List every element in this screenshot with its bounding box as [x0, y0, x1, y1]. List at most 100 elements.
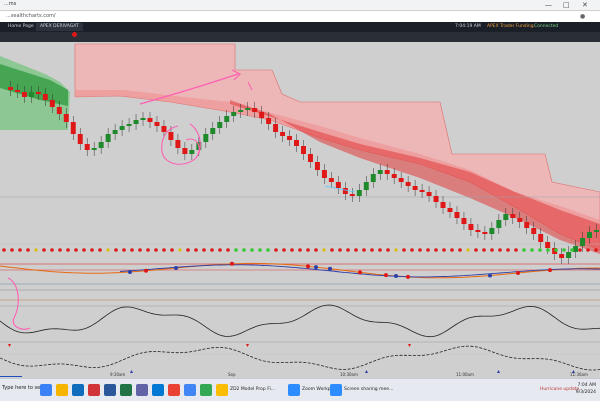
bull-candle — [489, 228, 495, 234]
bear-candle — [7, 87, 13, 90]
browser-tab-title[interactable]: ...ms — [4, 1, 17, 7]
bull-candle — [91, 148, 97, 150]
sell-arrow-icon — [246, 344, 249, 347]
price-chart[interactable]: 9:30am Sep 10:30am 11:00am 11:30am — [0, 42, 600, 377]
system-clock[interactable]: 7:04 AM 9/3/2024 — [576, 382, 596, 396]
notification-text[interactable]: Hurricane update — [540, 387, 580, 392]
signal-dot — [386, 248, 390, 252]
signal-dot — [522, 248, 526, 252]
wave-panel — [0, 304, 600, 338]
momentum-dot — [314, 265, 318, 270]
signal-dot — [170, 248, 174, 252]
bull-candle — [370, 174, 376, 182]
bull-candle — [377, 170, 383, 174]
bear-candle — [63, 114, 69, 122]
bull-candle — [566, 252, 572, 258]
bear-candle — [342, 188, 348, 194]
bear-candle — [531, 228, 537, 234]
app-icon[interactable] — [88, 384, 100, 396]
signal-dot — [258, 248, 262, 252]
bear-candle — [14, 90, 20, 92]
chrome-icon[interactable] — [216, 384, 228, 396]
tab-home-page[interactable]: Home Page — [8, 24, 34, 29]
bear-candle — [175, 140, 181, 148]
signal-dot — [562, 248, 566, 252]
bull-candle — [503, 214, 509, 220]
bear-candle — [266, 118, 272, 124]
teams-icon[interactable] — [136, 384, 148, 396]
chart-toolbar — [0, 32, 600, 42]
signal-dot — [426, 248, 430, 252]
maximize-icon[interactable]: □ — [563, 1, 570, 9]
momentum-line — [0, 262, 600, 279]
bear-candle — [517, 218, 523, 222]
price-panel — [0, 43, 600, 264]
outlook-icon[interactable] — [152, 384, 164, 396]
minimize-icon[interactable]: — — [545, 1, 552, 9]
bull-candle — [594, 230, 599, 232]
bull-candle — [112, 130, 118, 134]
sell-arrow-icon — [8, 344, 11, 347]
file-explorer-icon[interactable] — [56, 384, 68, 396]
signal-dot — [370, 248, 374, 252]
screen-share-icon[interactable] — [330, 384, 342, 396]
cycle-panel — [0, 341, 600, 373]
signal-dot — [466, 248, 470, 252]
annotation-loop — [7, 277, 31, 330]
bull-candle — [105, 134, 111, 142]
time-label: 11:00am — [456, 372, 474, 377]
momentum-dot — [384, 273, 388, 278]
signal-dot — [26, 248, 30, 252]
app-icon[interactable] — [184, 384, 196, 396]
bull-candle — [28, 92, 34, 97]
signal-dot — [226, 248, 230, 252]
signal-dot — [546, 248, 550, 252]
task-view-icon[interactable] — [40, 384, 52, 396]
bull-candle — [238, 110, 244, 112]
profile-icon[interactable]: ● — [580, 13, 586, 20]
bear-candle — [384, 170, 390, 174]
bear-candle — [440, 202, 446, 208]
signal-dot — [162, 248, 166, 252]
bear-candle — [21, 92, 27, 97]
signal-dot — [58, 248, 62, 252]
signal-dot — [498, 248, 502, 252]
close-icon[interactable]: ✕ — [582, 1, 588, 9]
bear-candle — [161, 126, 167, 132]
bear-candle — [559, 254, 565, 258]
bear-candle — [314, 162, 320, 170]
app-icon[interactable] — [168, 384, 180, 396]
bear-candle — [510, 214, 516, 218]
bull-candle — [203, 134, 209, 142]
bull-candle — [363, 182, 369, 190]
tab-chart[interactable]: APEX DERIVAGAT — [36, 23, 83, 31]
bull-candle — [126, 124, 132, 126]
bear-candle — [391, 174, 397, 178]
search-box[interactable]: Type here to search — [2, 385, 52, 391]
taskbar-item-label[interactable]: ZD2 Model Prop Fi... — [230, 387, 276, 392]
bear-candle — [349, 194, 355, 196]
signal-dot — [234, 248, 238, 252]
taskbar-item-label[interactable]: Screen sharing mee... — [344, 387, 394, 392]
excel-icon[interactable] — [120, 384, 132, 396]
zoom-icon[interactable] — [288, 384, 300, 396]
signal-dot — [130, 248, 134, 252]
word-icon[interactable] — [104, 384, 116, 396]
signal-dot — [362, 248, 366, 252]
buy-arrow-icon — [365, 370, 368, 373]
bear-candle — [84, 144, 90, 150]
bear-candle — [49, 100, 55, 107]
signal-dot — [50, 248, 54, 252]
signal-dot — [298, 248, 302, 252]
app-icon[interactable] — [200, 384, 212, 396]
bull-candle — [98, 142, 104, 148]
signal-dot — [458, 248, 462, 252]
bear-candle — [454, 212, 460, 218]
taskbar-item-label[interactable]: Zoom Workplace — [302, 387, 340, 392]
edge-icon[interactable] — [72, 384, 84, 396]
bear-candle — [482, 232, 488, 234]
signal-dot — [482, 248, 486, 252]
momentum-dot — [128, 269, 132, 274]
signal-dot — [218, 248, 222, 252]
signal-dot — [266, 248, 270, 252]
